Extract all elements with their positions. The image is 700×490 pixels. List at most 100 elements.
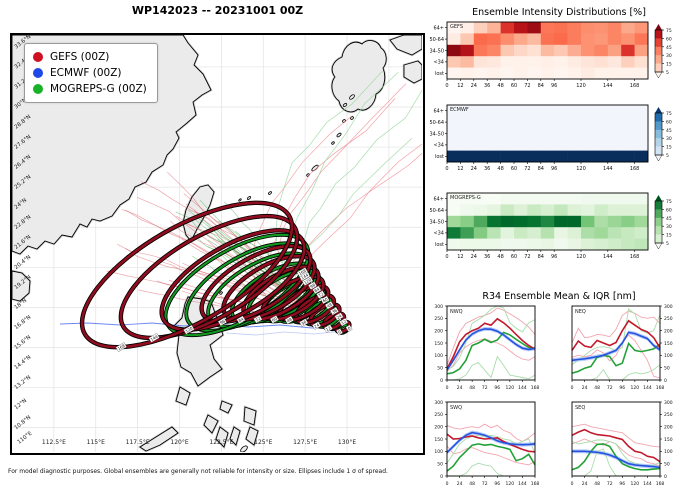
svg-text:<34: <34 bbox=[433, 231, 444, 237]
svg-text:250: 250 bbox=[434, 316, 443, 322]
legend-item-gefs: GEFS (00Z) bbox=[33, 49, 147, 65]
svg-text:60: 60 bbox=[666, 36, 672, 42]
svg-text:150: 150 bbox=[664, 341, 673, 347]
svg-text:36: 36 bbox=[300, 319, 307, 326]
svg-text:34-50: 34-50 bbox=[429, 131, 444, 137]
legend-label-ecmwf: ECMWF (00Z) bbox=[50, 67, 122, 79]
svg-text:72: 72 bbox=[607, 481, 613, 487]
svg-text:64+: 64+ bbox=[433, 197, 444, 203]
svg-text:0: 0 bbox=[445, 254, 448, 260]
svg-text:12: 12 bbox=[457, 83, 463, 89]
svg-text:144: 144 bbox=[603, 166, 613, 172]
svg-text:50-64: 50-64 bbox=[429, 120, 444, 126]
svg-text:24: 24 bbox=[582, 385, 588, 391]
svg-text:15: 15 bbox=[666, 62, 672, 68]
svg-text:MOGREPS-G: MOGREPS-G bbox=[450, 195, 481, 201]
svg-text:30: 30 bbox=[666, 53, 672, 59]
svg-text:168: 168 bbox=[531, 481, 540, 487]
svg-text:84: 84 bbox=[238, 316, 245, 323]
svg-text:168: 168 bbox=[630, 83, 640, 89]
svg-text:50-64: 50-64 bbox=[429, 37, 444, 43]
svg-text:100: 100 bbox=[434, 353, 443, 359]
track-map-canvas: 0122436486072849612014416801224364860728… bbox=[12, 35, 422, 452]
svg-text:96: 96 bbox=[494, 481, 500, 487]
svg-text:50: 50 bbox=[437, 461, 443, 467]
svg-text:48: 48 bbox=[497, 254, 503, 260]
svg-text:60: 60 bbox=[666, 119, 672, 125]
svg-text:GEFS: GEFS bbox=[450, 24, 463, 30]
svg-text:0: 0 bbox=[664, 474, 667, 480]
svg-text:100: 100 bbox=[434, 449, 443, 455]
svg-text:48: 48 bbox=[286, 316, 293, 323]
svg-text:12: 12 bbox=[340, 319, 347, 326]
svg-text:12: 12 bbox=[457, 166, 463, 172]
svg-text:60: 60 bbox=[511, 83, 517, 89]
svg-text:75: 75 bbox=[666, 28, 672, 34]
svg-text:64+: 64+ bbox=[433, 26, 444, 32]
gefs-marker-icon bbox=[33, 52, 43, 62]
svg-text:120: 120 bbox=[631, 385, 640, 391]
svg-text:34-50: 34-50 bbox=[429, 48, 444, 54]
svg-text:127.5°E: 127.5°E bbox=[293, 439, 317, 446]
svg-text:36: 36 bbox=[484, 254, 490, 260]
svg-text:300: 300 bbox=[434, 400, 443, 406]
r34-panel-nwq: NWQ 0 24 48 72 96 120 144 168 0 50 100 150 200 250 300 bbox=[434, 304, 539, 391]
legend-label-mogreps: MOGREPS-G (00Z) bbox=[50, 83, 147, 95]
intensity-section-title: Ensemble Intensity Distributions [%] bbox=[472, 7, 646, 18]
svg-text:144: 144 bbox=[518, 481, 527, 487]
svg-text:100: 100 bbox=[664, 449, 673, 455]
svg-text:24: 24 bbox=[336, 313, 343, 320]
svg-text:60: 60 bbox=[322, 296, 329, 303]
svg-text:ECMWF: ECMWF bbox=[450, 107, 469, 113]
svg-text:112.5°E: 112.5°E bbox=[42, 439, 66, 446]
svg-text:168: 168 bbox=[656, 481, 665, 487]
svg-text:250: 250 bbox=[664, 316, 673, 322]
ellipse-hour-labels: 0122436486072849612014416801224364860728… bbox=[115, 267, 353, 352]
svg-text:30: 30 bbox=[666, 136, 672, 142]
track-map: 0 12 24 36 48 60 72 84 96 120 144 168 0 12 24 36 48 60 72 8… bbox=[10, 33, 425, 455]
svg-text:96: 96 bbox=[494, 385, 500, 391]
svg-text:150: 150 bbox=[434, 437, 443, 443]
svg-text:100: 100 bbox=[664, 353, 673, 359]
svg-text:0: 0 bbox=[571, 385, 574, 391]
svg-text:120: 120 bbox=[506, 385, 515, 391]
svg-text:0: 0 bbox=[440, 378, 443, 384]
svg-text:5: 5 bbox=[666, 70, 669, 76]
svg-text:115°E: 115°E bbox=[87, 439, 105, 446]
svg-text:96: 96 bbox=[551, 83, 557, 89]
svg-text:48: 48 bbox=[326, 302, 333, 309]
svg-text:120: 120 bbox=[576, 166, 586, 172]
svg-text:120: 120 bbox=[506, 481, 515, 487]
svg-text:<34: <34 bbox=[433, 143, 444, 149]
svg-text:15: 15 bbox=[666, 145, 672, 151]
svg-text:lost: lost bbox=[435, 242, 444, 248]
svg-text:<34: <34 bbox=[433, 60, 444, 66]
svg-text:150: 150 bbox=[664, 437, 673, 443]
svg-text:50: 50 bbox=[664, 461, 670, 467]
svg-text:45: 45 bbox=[666, 45, 672, 51]
svg-text:0: 0 bbox=[571, 481, 574, 487]
svg-text:144: 144 bbox=[150, 334, 160, 342]
svg-text:130°E: 130°E bbox=[338, 439, 356, 446]
svg-text:0: 0 bbox=[445, 83, 448, 89]
svg-text:48: 48 bbox=[594, 385, 600, 391]
svg-text:50-64: 50-64 bbox=[429, 208, 444, 214]
svg-text:50: 50 bbox=[437, 365, 443, 371]
svg-text:125°E: 125°E bbox=[254, 439, 272, 446]
svg-text:24: 24 bbox=[457, 385, 463, 391]
svg-text:0: 0 bbox=[664, 378, 667, 384]
mogreps-marker-icon bbox=[33, 84, 43, 94]
svg-text:144: 144 bbox=[603, 83, 613, 89]
svg-text:72: 72 bbox=[607, 385, 613, 391]
svg-text:NWQ: NWQ bbox=[450, 309, 463, 315]
svg-text:0: 0 bbox=[446, 481, 449, 487]
svg-text:SEQ: SEQ bbox=[575, 405, 585, 411]
r34-panel-swq: SWQ 0 24 48 72 96 120 144 168 0 50 100 150 200 250 300 bbox=[434, 400, 540, 487]
r34-section-title: R34 Ensemble Mean & IQR [nm] bbox=[482, 291, 636, 302]
svg-text:120: 120 bbox=[576, 254, 586, 260]
svg-text:48: 48 bbox=[497, 166, 503, 172]
